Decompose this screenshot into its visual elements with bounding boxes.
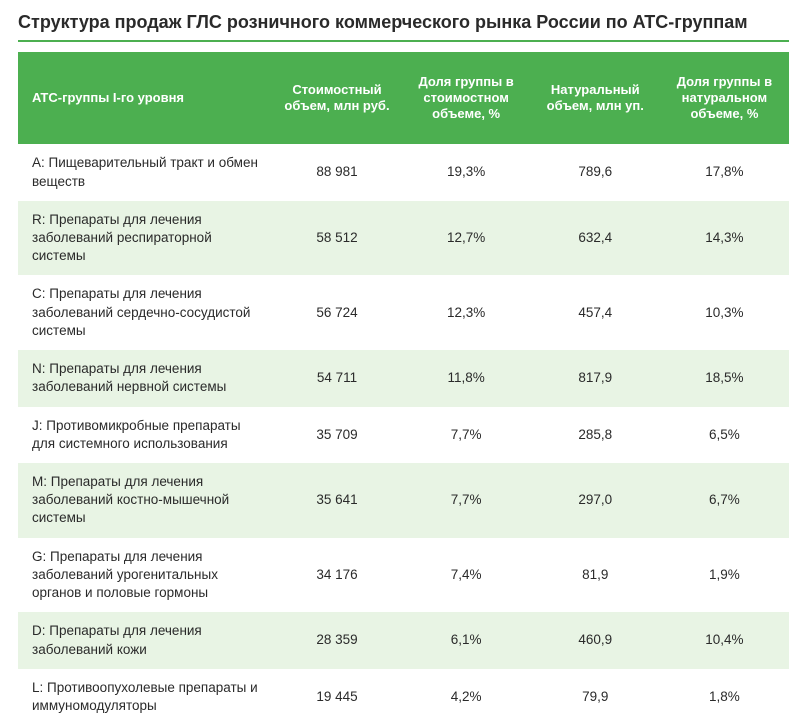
cell-cost-share: 11,8% bbox=[402, 350, 531, 406]
cell-nat-share: 6,7% bbox=[660, 463, 789, 538]
cell-nat-share: 10,4% bbox=[660, 612, 789, 668]
table-row: A: Пищеварительный тракт и обмен веществ… bbox=[18, 144, 789, 200]
cell-nat-share: 1,8% bbox=[660, 669, 789, 725]
cell-cost-share: 7,7% bbox=[402, 407, 531, 463]
cell-nat-volume: 297,0 bbox=[531, 463, 660, 538]
cell-cost-share: 4,2% bbox=[402, 669, 531, 725]
cell-cost-volume: 54 711 bbox=[272, 350, 401, 406]
col-header-group: ATC-группы I-го уровня bbox=[18, 52, 272, 145]
cell-label: G: Препараты для лечения заболеваний уро… bbox=[18, 538, 272, 613]
cell-nat-volume: 79,9 bbox=[531, 669, 660, 725]
table-row: M: Препараты для лечения заболеваний кос… bbox=[18, 463, 789, 538]
title-wrap: Структура продаж ГЛС розничного коммерче… bbox=[18, 8, 789, 52]
cell-cost-volume: 56 724 bbox=[272, 275, 401, 350]
table-row: R: Препараты для лечения заболеваний рес… bbox=[18, 201, 789, 276]
cell-label: C: Препараты для лечения заболеваний сер… bbox=[18, 275, 272, 350]
table-row: G: Препараты для лечения заболеваний уро… bbox=[18, 538, 789, 613]
col-header-cost-share: Доля группы в стоимостном объеме, % bbox=[402, 52, 531, 145]
page-title: Структура продаж ГЛС розничного коммерче… bbox=[18, 12, 789, 34]
cell-nat-volume: 457,4 bbox=[531, 275, 660, 350]
cell-label: N: Препараты для лечения заболеваний нер… bbox=[18, 350, 272, 406]
cell-nat-volume: 285,8 bbox=[531, 407, 660, 463]
cell-cost-volume: 58 512 bbox=[272, 201, 401, 276]
cell-nat-share: 1,9% bbox=[660, 538, 789, 613]
table-row: L: Противоопухолевые препараты и иммуном… bbox=[18, 669, 789, 725]
cell-nat-share: 6,5% bbox=[660, 407, 789, 463]
title-underline bbox=[18, 40, 789, 42]
cell-nat-share: 14,3% bbox=[660, 201, 789, 276]
col-header-nat-volume: Натуральный объем, млн уп. bbox=[531, 52, 660, 145]
cell-cost-share: 12,3% bbox=[402, 275, 531, 350]
cell-nat-volume: 81,9 bbox=[531, 538, 660, 613]
header-row: ATC-группы I-го уровня Стоимостный объем… bbox=[18, 52, 789, 145]
table-head: ATC-группы I-го уровня Стоимостный объем… bbox=[18, 52, 789, 145]
col-header-nat-share: Доля группы в натуральном объеме, % bbox=[660, 52, 789, 145]
cell-label: A: Пищеварительный тракт и обмен веществ bbox=[18, 144, 272, 200]
cell-nat-volume: 789,6 bbox=[531, 144, 660, 200]
cell-nat-volume: 817,9 bbox=[531, 350, 660, 406]
cell-cost-volume: 35 709 bbox=[272, 407, 401, 463]
cell-cost-volume: 28 359 bbox=[272, 612, 401, 668]
col-header-cost-volume: Стоимостный объем, млн руб. bbox=[272, 52, 401, 145]
cell-nat-volume: 460,9 bbox=[531, 612, 660, 668]
cell-label: J: Противомикробные препараты для систем… bbox=[18, 407, 272, 463]
cell-cost-share: 7,7% bbox=[402, 463, 531, 538]
cell-cost-share: 7,4% bbox=[402, 538, 531, 613]
cell-nat-share: 18,5% bbox=[660, 350, 789, 406]
atc-table: ATC-группы I-го уровня Стоимостный объем… bbox=[18, 52, 789, 725]
cell-label: D: Препараты для лечения заболеваний кож… bbox=[18, 612, 272, 668]
cell-cost-volume: 19 445 bbox=[272, 669, 401, 725]
table-row: C: Препараты для лечения заболеваний сер… bbox=[18, 275, 789, 350]
cell-nat-volume: 632,4 bbox=[531, 201, 660, 276]
table-body: A: Пищеварительный тракт и обмен веществ… bbox=[18, 144, 789, 725]
cell-label: L: Противоопухолевые препараты и иммуном… bbox=[18, 669, 272, 725]
cell-cost-share: 12,7% bbox=[402, 201, 531, 276]
cell-cost-share: 6,1% bbox=[402, 612, 531, 668]
table-row: J: Противомикробные препараты для систем… bbox=[18, 407, 789, 463]
cell-nat-share: 10,3% bbox=[660, 275, 789, 350]
page-container: Структура продаж ГЛС розничного коммерче… bbox=[0, 0, 807, 725]
table-row: D: Препараты для лечения заболеваний кож… bbox=[18, 612, 789, 668]
cell-label: M: Препараты для лечения заболеваний кос… bbox=[18, 463, 272, 538]
table-row: N: Препараты для лечения заболеваний нер… bbox=[18, 350, 789, 406]
cell-nat-share: 17,8% bbox=[660, 144, 789, 200]
cell-cost-share: 19,3% bbox=[402, 144, 531, 200]
cell-cost-volume: 34 176 bbox=[272, 538, 401, 613]
cell-cost-volume: 88 981 bbox=[272, 144, 401, 200]
cell-cost-volume: 35 641 bbox=[272, 463, 401, 538]
cell-label: R: Препараты для лечения заболеваний рес… bbox=[18, 201, 272, 276]
